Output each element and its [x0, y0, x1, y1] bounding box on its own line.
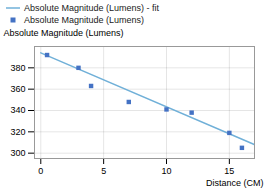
- svg-text:10: 10: [161, 166, 171, 176]
- html-text:Absolute Magnitude (Lumens): Absolute Magnitude (Lumens): [24, 15, 145, 25]
- svg-text:320: 320: [10, 127, 25, 137]
- svg-text:340: 340: [10, 105, 25, 115]
- html-text:Absolute Magnitude (Lumens) -: Absolute Magnitude (Lumens) - fit: [24, 3, 160, 13]
- svg-text:15: 15: [224, 166, 234, 176]
- svg-text:300: 300: [10, 148, 25, 158]
- svg-text:360: 360: [10, 84, 25, 94]
- svg-text:5: 5: [101, 166, 106, 176]
- svg-text:0: 0: [38, 166, 43, 176]
- svg-text:Distance (CM): Distance (CM): [206, 178, 264, 188]
- svg-text:380: 380: [10, 63, 25, 73]
- svg-text:Absolute Magnitude (Lumens): Absolute Magnitude (Lumens): [4, 28, 124, 38]
